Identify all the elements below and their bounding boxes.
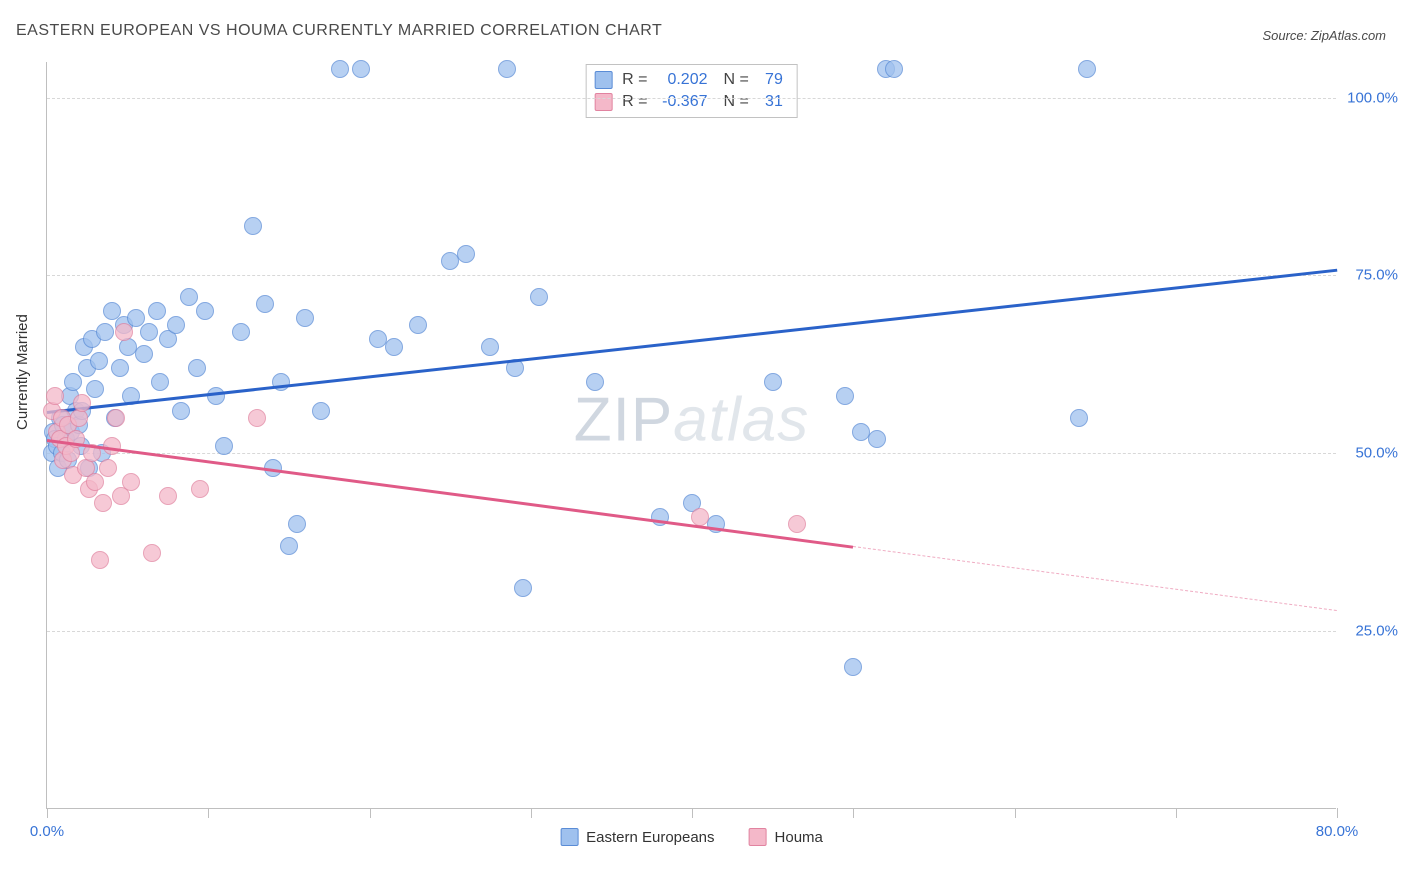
data-point: [90, 352, 108, 370]
data-point: [91, 551, 109, 569]
data-point: [122, 473, 140, 491]
data-point: [232, 323, 250, 341]
legend-item: Houma: [749, 828, 823, 846]
data-point: [885, 60, 903, 78]
data-point: [244, 217, 262, 235]
legend-label: Houma: [775, 829, 823, 846]
legend-item: Eastern Europeans: [560, 828, 714, 846]
n-label: N =: [724, 69, 749, 91]
data-point: [457, 245, 475, 263]
data-point: [143, 544, 161, 562]
data-point: [514, 579, 532, 597]
data-point: [191, 480, 209, 498]
data-point: [172, 402, 190, 420]
gridline: [47, 453, 1336, 454]
y-tick-label: 25.0%: [1342, 623, 1398, 640]
x-tick-mark: [853, 808, 854, 818]
data-point: [481, 338, 499, 356]
data-point: [107, 409, 125, 427]
x-tick-mark: [1015, 808, 1016, 818]
r-label: R =: [622, 91, 647, 113]
n-value: 31: [755, 91, 783, 113]
series-legend: Eastern Europeans Houma: [560, 828, 823, 846]
watermark: ZIPatlas: [574, 385, 809, 456]
r-value: -0.367: [654, 91, 708, 113]
data-point: [207, 387, 225, 405]
x-tick-label: 0.0%: [30, 823, 64, 840]
data-point: [530, 288, 548, 306]
data-point: [256, 295, 274, 313]
x-tick-mark: [47, 808, 48, 818]
data-point: [111, 359, 129, 377]
x-tick-mark: [370, 808, 371, 818]
data-point: [844, 658, 862, 676]
data-point: [296, 309, 314, 327]
trend-line: [853, 546, 1337, 611]
data-point: [1078, 60, 1096, 78]
x-tick-mark: [1337, 808, 1338, 818]
legend-swatch: [749, 828, 767, 846]
source-attribution: Source: ZipAtlas.com: [1262, 28, 1386, 43]
data-point: [312, 402, 330, 420]
data-point: [352, 60, 370, 78]
data-point: [140, 323, 158, 341]
n-value: 79: [755, 69, 783, 91]
y-tick-label: 75.0%: [1342, 267, 1398, 284]
n-label: N =: [724, 91, 749, 113]
data-point: [409, 316, 427, 334]
data-point: [151, 373, 169, 391]
data-point: [64, 373, 82, 391]
data-point: [86, 380, 104, 398]
data-point: [167, 316, 185, 334]
x-tick-mark: [531, 808, 532, 818]
chart-title: EASTERN EUROPEAN VS HOUMA CURRENTLY MARR…: [16, 22, 662, 40]
data-point: [96, 323, 114, 341]
x-tick-label: 80.0%: [1316, 823, 1359, 840]
data-point: [331, 60, 349, 78]
correlation-stats-box: R = 0.202 N = 79 R = -0.367 N = 31: [585, 64, 798, 118]
data-point: [498, 60, 516, 78]
legend-swatch: [560, 828, 578, 846]
gridline: [47, 631, 1336, 632]
data-point: [99, 459, 117, 477]
data-point: [288, 515, 306, 533]
data-point: [188, 359, 206, 377]
x-tick-mark: [208, 808, 209, 818]
stats-row: R = -0.367 N = 31: [594, 91, 783, 113]
data-point: [788, 515, 806, 533]
gridline: [47, 98, 1336, 99]
data-point: [868, 430, 886, 448]
series-swatch: [594, 93, 612, 111]
scatter-plot: ZIPatlas R =0.202N =79R =-0.367N =31 Eas…: [46, 62, 1336, 809]
legend-label: Eastern Europeans: [586, 829, 714, 846]
data-point: [385, 338, 403, 356]
data-point: [215, 437, 233, 455]
stats-row: R = 0.202 N = 79: [594, 69, 783, 91]
y-tick-label: 100.0%: [1342, 89, 1398, 106]
data-point: [73, 394, 91, 412]
data-point: [248, 409, 266, 427]
r-value: 0.202: [654, 69, 708, 91]
data-point: [86, 473, 104, 491]
data-point: [94, 494, 112, 512]
data-point: [586, 373, 604, 391]
data-point: [115, 323, 133, 341]
data-point: [836, 387, 854, 405]
data-point: [196, 302, 214, 320]
y-tick-label: 50.0%: [1342, 445, 1398, 462]
gridline: [47, 275, 1336, 276]
data-point: [159, 487, 177, 505]
data-point: [46, 387, 64, 405]
data-point: [764, 373, 782, 391]
x-tick-mark: [692, 808, 693, 818]
data-point: [148, 302, 166, 320]
x-tick-mark: [1176, 808, 1177, 818]
r-label: R =: [622, 69, 647, 91]
series-swatch: [594, 71, 612, 89]
data-point: [135, 345, 153, 363]
y-axis-label: Currently Married: [14, 314, 31, 430]
data-point: [1070, 409, 1088, 427]
data-point: [280, 537, 298, 555]
data-point: [180, 288, 198, 306]
